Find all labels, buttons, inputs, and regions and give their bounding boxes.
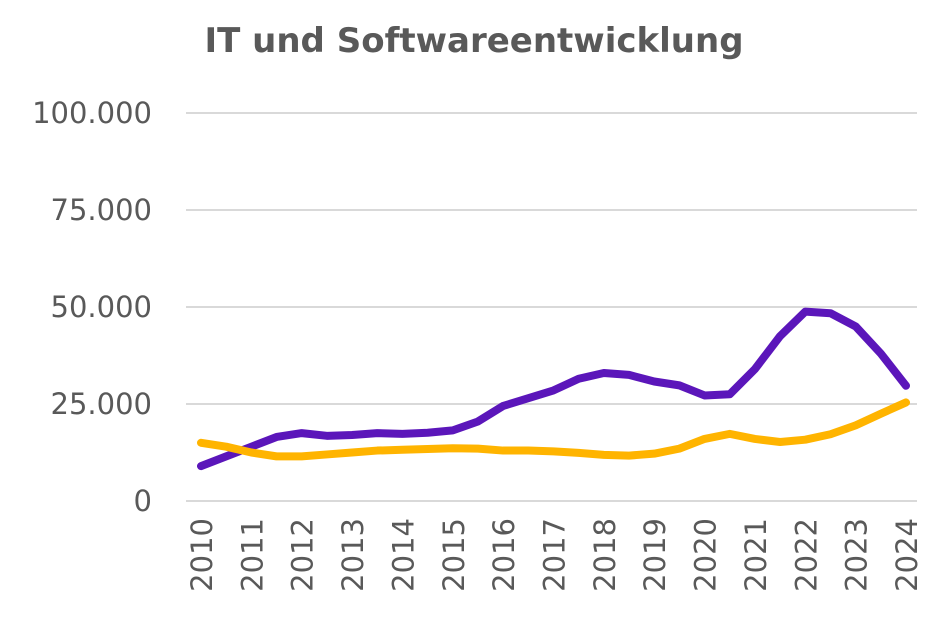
x-axis: 2010 2011 2012 2013 2014 2015 2016 2017 2018 2019… — [185, 518, 924, 592]
x-tick-label: 2022 — [789, 518, 823, 592]
series-lines — [197, 307, 910, 471]
x-tick-label: 2010 — [185, 518, 219, 592]
x-tick-label: 2017 — [538, 518, 572, 592]
y-tick-label: 100.000 — [32, 96, 152, 130]
y-tick-label: 75.000 — [51, 193, 152, 227]
x-tick-label: 2018 — [588, 518, 622, 592]
x-tick-label: 2012 — [286, 518, 320, 592]
chart-title: IT und Softwareentwicklung — [204, 21, 743, 61]
x-tick-label: 2021 — [739, 518, 773, 592]
y-axis: 0 25.000 50.000 75.000 100.000 — [32, 96, 152, 518]
x-tick-label: 2016 — [487, 518, 521, 592]
x-tick-label: 2015 — [437, 518, 471, 592]
x-tick-label: 2014 — [386, 518, 420, 592]
x-tick-label: 2011 — [235, 518, 269, 592]
series-line-2 — [197, 398, 910, 461]
x-tick-label: 2020 — [689, 518, 723, 592]
gridlines — [186, 112, 917, 502]
y-tick-label: 25.000 — [51, 387, 152, 421]
x-tick-label: 2019 — [638, 518, 672, 592]
y-tick-label: 50.000 — [51, 290, 152, 324]
x-tick-label: 2023 — [840, 518, 874, 592]
x-tick-label: 2013 — [336, 518, 370, 592]
y-tick-label: 0 — [134, 484, 152, 518]
x-tick-label: 2024 — [890, 518, 924, 592]
